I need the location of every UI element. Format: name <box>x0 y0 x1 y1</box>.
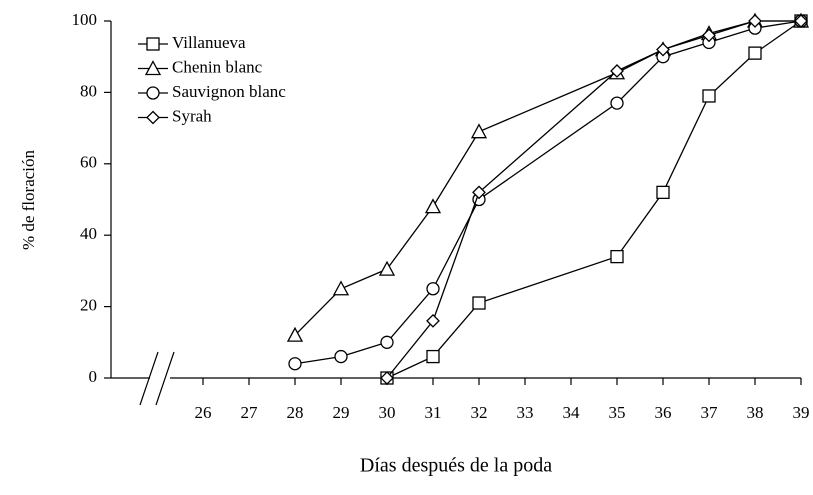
marker <box>748 14 762 28</box>
legend-label: Chenin blanc <box>172 57 263 76</box>
y-axis-label: % de floración <box>19 149 38 250</box>
y-tick-label: 0 <box>89 367 98 386</box>
marker <box>380 371 394 385</box>
x-tick-label: 26 <box>195 403 212 422</box>
marker <box>702 28 716 43</box>
x-tick-label: 28 <box>287 403 304 422</box>
y-tick-label: 100 <box>72 10 98 29</box>
x-tick-label: 39 <box>793 403 810 422</box>
marker <box>656 42 670 57</box>
legend-marker <box>146 37 160 51</box>
marker <box>472 296 486 310</box>
legend-label: Syrah <box>172 106 212 125</box>
y-tick-label: 20 <box>80 296 97 315</box>
marker <box>378 260 396 276</box>
series-line <box>386 20 802 379</box>
series-line <box>294 20 801 336</box>
x-tick-label: 29 <box>333 403 350 422</box>
x-tick-label: 27 <box>241 403 259 422</box>
series-line <box>386 20 801 379</box>
x-tick-label: 32 <box>471 403 488 422</box>
legend-marker <box>146 86 160 100</box>
marker <box>610 64 624 78</box>
marker <box>702 89 716 103</box>
x-axis-label: Días después de la poda <box>360 455 552 477</box>
legend-marker <box>146 110 160 125</box>
x-tick-label: 35 <box>609 403 626 422</box>
x-tick-label: 36 <box>655 403 672 422</box>
y-tick-label: 80 <box>80 81 97 100</box>
marker <box>380 335 394 349</box>
marker <box>286 326 304 342</box>
x-tick-label: 38 <box>747 403 764 422</box>
axis-break <box>139 351 159 406</box>
marker <box>748 46 762 60</box>
legend-label: Villanueva <box>172 33 246 52</box>
x-tick-label: 33 <box>517 403 534 422</box>
marker <box>426 282 440 296</box>
legend-label: Sauvignon blanc <box>172 82 286 101</box>
marker <box>656 185 670 200</box>
y-tick-label: 60 <box>80 153 97 172</box>
y-tick-label: 40 <box>80 224 97 243</box>
marker <box>610 249 624 264</box>
marker <box>426 349 440 364</box>
x-tick-label: 31 <box>425 403 442 422</box>
axis-break <box>155 351 175 406</box>
marker <box>470 123 488 139</box>
marker <box>334 349 348 364</box>
marker <box>610 96 624 110</box>
marker <box>472 185 486 200</box>
marker <box>424 198 442 214</box>
legend-marker <box>144 60 162 76</box>
marker <box>288 357 302 371</box>
series-line <box>294 20 802 365</box>
x-tick-label: 37 <box>701 403 719 422</box>
marker <box>426 313 440 328</box>
marker <box>332 280 350 296</box>
x-tick-label: 30 <box>379 403 396 422</box>
marker <box>794 14 808 28</box>
x-tick-label: 34 <box>563 403 581 422</box>
